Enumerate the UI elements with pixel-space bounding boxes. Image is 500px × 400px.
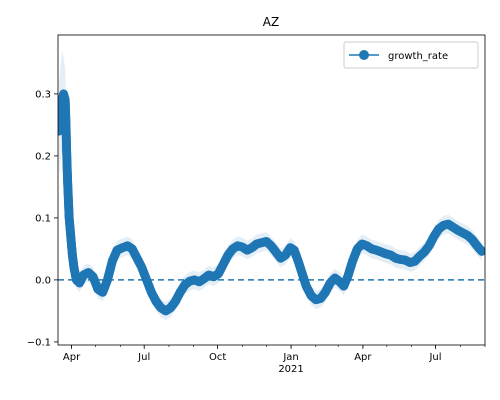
data-point (477, 246, 485, 256)
x-tick-label: Apr (354, 352, 372, 363)
axes-frame (57, 34, 486, 346)
legend-label-growth-rate: growth_rate (388, 51, 448, 62)
x-tick-label: Jul (428, 352, 441, 363)
y-tick-label: 0.2 (35, 151, 51, 162)
axes: −0.1 0.0 0.1 0.2 0.3 Apr Jul Oct Jan Apr Jul 2021 (27, 34, 486, 375)
x-tick-label: Oct (209, 352, 226, 363)
plot-area (58, 50, 485, 321)
legend: growth_rate (343, 41, 479, 69)
legend-frame (343, 41, 479, 69)
x-year-label: 2021 (278, 364, 303, 375)
y-tick-label: −0.1 (27, 337, 51, 348)
x-tick-label: Jan (282, 352, 298, 363)
legend-marker-swatch (359, 50, 369, 60)
x-tick-label: Apr (63, 352, 81, 363)
series-line-growth-rate (58, 93, 483, 312)
chart-title: AZ (263, 15, 279, 29)
x-tick-label: Jul (137, 352, 150, 363)
y-tick-label: 0.3 (35, 89, 51, 100)
y-tick-label: 0.1 (35, 213, 51, 224)
y-tick-label: 0.0 (35, 275, 51, 286)
